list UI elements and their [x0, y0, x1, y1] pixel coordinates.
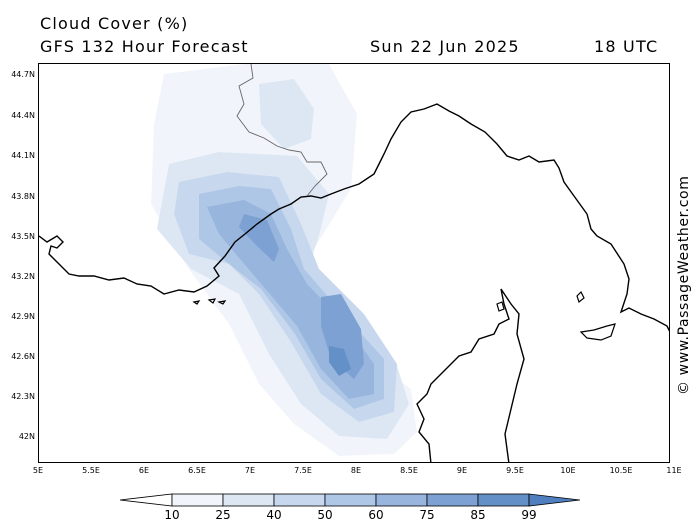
- legend-label: 50: [317, 508, 333, 522]
- legend-arrow-right: [528, 493, 581, 507]
- legend-swatch: [375, 493, 428, 507]
- lon-label: 7E: [244, 466, 256, 475]
- lon-label: 11E: [666, 466, 682, 475]
- cloud-level-25b: [259, 79, 314, 149]
- map-area[interactable]: [38, 63, 670, 463]
- legend-label: 25: [215, 508, 231, 522]
- legend-arrow-left: [119, 493, 173, 507]
- island-elba: [576, 290, 585, 304]
- legend-label: 85: [470, 508, 486, 522]
- lat-label: 44.1N: [11, 151, 35, 160]
- lon-label: 5E: [32, 466, 44, 475]
- coastline-mainland: [39, 103, 669, 332]
- lon-label: 10.5E: [609, 466, 633, 475]
- credit-text: © www.PassageWeather.com: [676, 175, 692, 395]
- legend-swatch: [222, 493, 275, 507]
- lat-label: 42.6N: [11, 352, 35, 361]
- legend-swatch: [171, 493, 224, 507]
- lon-label: 5.5E: [82, 466, 100, 475]
- legend-label: 75: [419, 508, 435, 522]
- lat-label: 43.5N: [11, 232, 35, 241]
- legend-swatch: [477, 493, 530, 507]
- lat-label: 43.8N: [11, 192, 35, 201]
- lon-label: 6E: [138, 466, 150, 475]
- cloud-level-85: [329, 346, 351, 376]
- lon-label: 9.5E: [506, 466, 524, 475]
- lat-label: 42N: [18, 432, 35, 441]
- lat-label: 42.9N: [11, 312, 35, 321]
- lon-label: 7.5E: [294, 466, 312, 475]
- forecast-date: Sun 22 Jun 2025: [370, 37, 520, 56]
- legend-swatch: [426, 493, 479, 507]
- legend-colorbar: [119, 493, 581, 507]
- chart-title: Cloud Cover (%): [40, 14, 189, 33]
- lat-label: 42.3N: [11, 392, 35, 401]
- cloud-cover-field: [151, 64, 417, 456]
- forecast-time: 18 UTC: [594, 37, 659, 56]
- lon-label: 9E: [456, 466, 468, 475]
- lon-label: 8E: [350, 466, 362, 475]
- legend-swatch: [324, 493, 377, 507]
- lat-label: 44.4N: [11, 111, 35, 120]
- map-svg: [39, 64, 669, 462]
- coastline-corsica: [416, 288, 525, 462]
- legend-label: 10: [164, 508, 180, 522]
- lat-label: 44.7N: [11, 70, 35, 79]
- legend-label: 40: [266, 508, 282, 522]
- legend-label: 60: [368, 508, 384, 522]
- border-france-italy: [236, 64, 328, 197]
- lon-label: 10E: [560, 466, 576, 475]
- legend-label: 99: [521, 508, 537, 522]
- lon-label: 8.5E: [400, 466, 418, 475]
- forecast-model: GFS 132 Hour Forecast: [40, 37, 249, 56]
- lon-label: 6.5E: [188, 466, 206, 475]
- island-capraia: [496, 301, 505, 312]
- island-giglio: [579, 323, 616, 341]
- legend-swatch: [273, 493, 326, 507]
- lat-label: 43.2N: [11, 272, 35, 281]
- cloud-level-75: [239, 214, 279, 262]
- island-hyeres: [192, 298, 227, 305]
